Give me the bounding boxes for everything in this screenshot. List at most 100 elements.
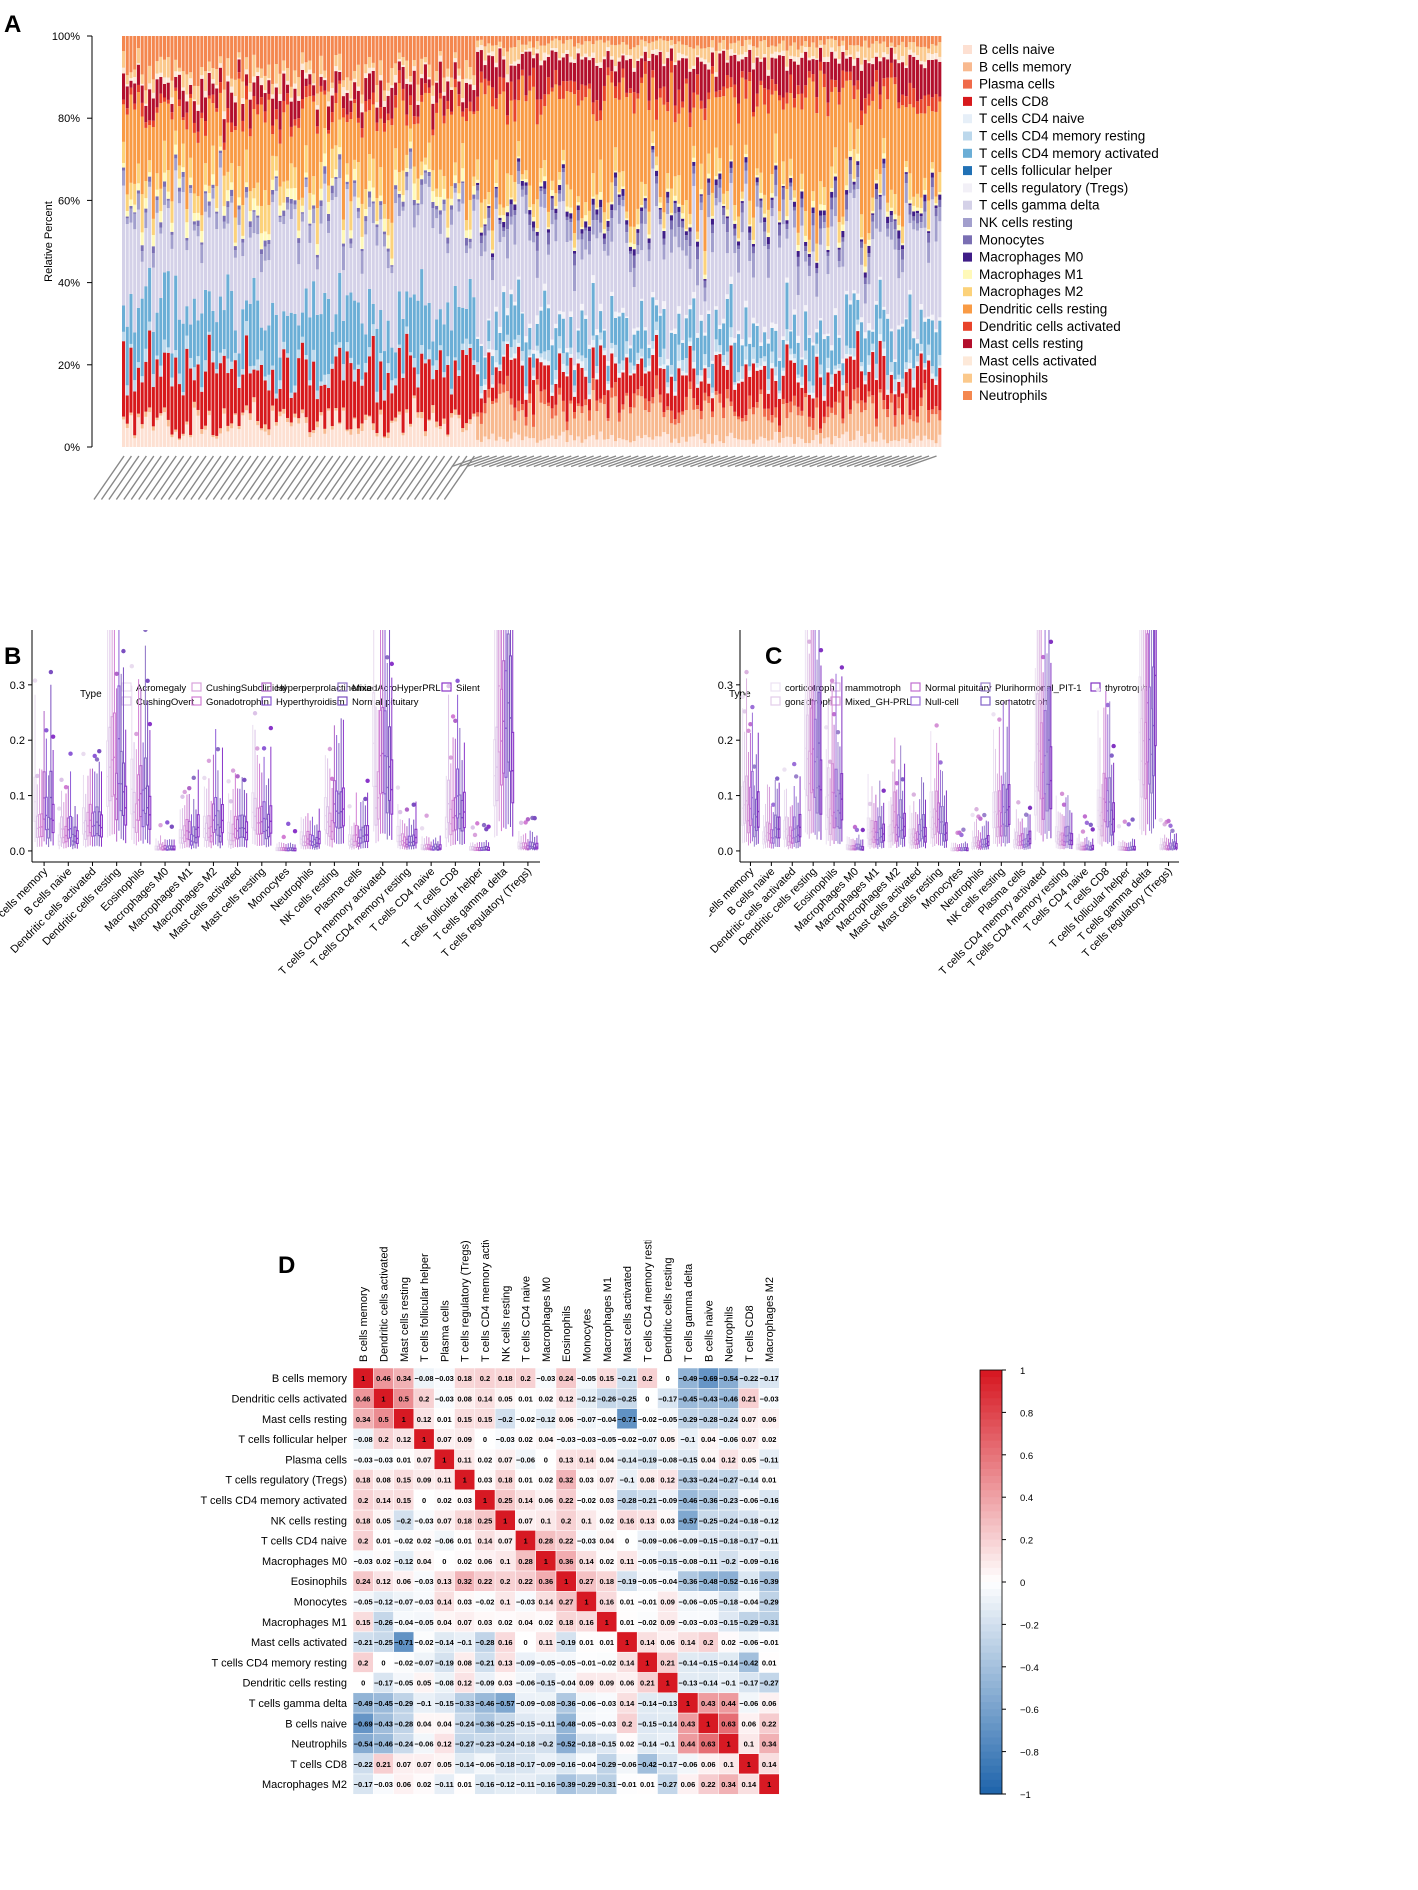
bar-segment bbox=[315, 208, 319, 245]
bar-segment bbox=[218, 296, 222, 353]
bar-segment bbox=[789, 45, 793, 56]
bar-segment bbox=[595, 63, 599, 66]
bar-segment bbox=[889, 36, 893, 43]
outlier-point bbox=[329, 776, 335, 782]
box bbox=[214, 796, 218, 831]
bar-segment bbox=[755, 175, 759, 178]
bar-segment bbox=[874, 81, 878, 170]
bar-segment bbox=[151, 430, 155, 447]
bar-segment bbox=[837, 104, 841, 223]
bar-segment bbox=[293, 209, 297, 314]
bar-segment bbox=[446, 81, 450, 101]
bar-segment bbox=[889, 215, 893, 223]
bar-segment bbox=[278, 129, 282, 144]
bar-segment bbox=[710, 218, 714, 225]
bar-segment bbox=[830, 209, 834, 227]
bar-segment bbox=[860, 435, 864, 447]
bar-segment bbox=[230, 189, 234, 197]
bar-segment bbox=[248, 191, 252, 212]
sample-label-mark bbox=[242, 455, 274, 500]
bar-segment bbox=[308, 223, 312, 226]
bar-segment bbox=[371, 303, 375, 325]
bar-segment bbox=[833, 435, 837, 447]
bar-segment bbox=[610, 210, 614, 219]
bar-segment bbox=[677, 423, 681, 444]
bar-segment bbox=[550, 190, 554, 196]
bar-segment bbox=[811, 251, 815, 343]
bar-segment bbox=[423, 172, 427, 184]
sample-label-mark bbox=[787, 455, 818, 468]
bar-segment bbox=[737, 61, 741, 104]
bar-segment bbox=[636, 98, 640, 209]
bar-segment bbox=[621, 53, 625, 56]
bar-segment bbox=[830, 36, 834, 39]
bar-segment bbox=[532, 217, 536, 222]
bar-segment bbox=[688, 71, 692, 113]
bar-segment bbox=[893, 36, 897, 48]
bar-segment bbox=[535, 345, 539, 351]
box bbox=[301, 835, 305, 847]
bar-segment bbox=[666, 434, 670, 447]
bar-segment bbox=[800, 45, 804, 53]
sample-label-mark bbox=[861, 455, 893, 468]
bar-segment bbox=[472, 360, 476, 365]
bar-segment bbox=[144, 208, 148, 213]
bar-segment bbox=[233, 242, 237, 247]
bar-segment bbox=[196, 142, 200, 197]
box bbox=[139, 765, 143, 818]
bar-segment bbox=[356, 86, 360, 91]
bar-segment bbox=[815, 97, 819, 114]
bar-segment bbox=[148, 267, 152, 322]
bar-segment bbox=[315, 314, 319, 391]
bar-segment bbox=[744, 144, 748, 154]
bar-segment bbox=[863, 338, 867, 376]
bar-segment bbox=[852, 98, 856, 150]
bar-segment bbox=[647, 100, 651, 111]
bar-segment bbox=[431, 405, 435, 413]
bar-segment bbox=[304, 359, 308, 418]
bar-segment bbox=[435, 427, 439, 447]
bar-segment bbox=[610, 204, 614, 211]
bar-segment bbox=[759, 345, 763, 359]
bar-segment bbox=[520, 53, 524, 70]
bar-segment bbox=[573, 365, 577, 371]
bar-segment bbox=[159, 188, 163, 212]
bar-segment bbox=[655, 183, 659, 207]
bar-segment bbox=[450, 111, 454, 115]
bar-segment bbox=[513, 358, 517, 408]
bar-segment bbox=[599, 36, 603, 40]
bar-segment bbox=[688, 268, 692, 306]
bar-segment bbox=[286, 188, 290, 198]
bar-segment bbox=[423, 164, 427, 171]
bar-segment bbox=[837, 261, 841, 268]
bar-segment bbox=[681, 36, 685, 45]
outlier-point bbox=[281, 834, 286, 840]
box bbox=[209, 826, 213, 843]
bar-segment bbox=[349, 292, 353, 358]
bar-segment bbox=[181, 36, 185, 72]
bar-segment bbox=[196, 320, 200, 357]
bar-segment bbox=[927, 229, 931, 232]
box bbox=[506, 633, 510, 763]
bar-segment bbox=[800, 415, 804, 439]
bar-segment bbox=[796, 232, 800, 246]
bar-segment bbox=[304, 72, 308, 79]
sample-label-mark bbox=[279, 455, 311, 500]
bar-segment bbox=[901, 36, 905, 42]
bar-segment bbox=[483, 218, 487, 225]
bar-segment bbox=[628, 88, 632, 94]
bar-segment bbox=[472, 413, 476, 417]
bar-segment bbox=[170, 434, 174, 438]
bar-segment bbox=[901, 55, 905, 63]
bar-segment bbox=[699, 163, 703, 190]
bar-segment bbox=[610, 201, 614, 205]
bar-segment bbox=[893, 249, 897, 360]
bar-segment bbox=[271, 365, 275, 370]
bar-segment bbox=[740, 212, 744, 233]
bar-segment bbox=[804, 235, 808, 242]
bar-segment bbox=[479, 50, 483, 72]
bar-segment bbox=[878, 196, 882, 210]
bar-segment bbox=[718, 202, 722, 326]
bar-segment bbox=[315, 126, 319, 134]
bar-segment bbox=[300, 342, 304, 410]
